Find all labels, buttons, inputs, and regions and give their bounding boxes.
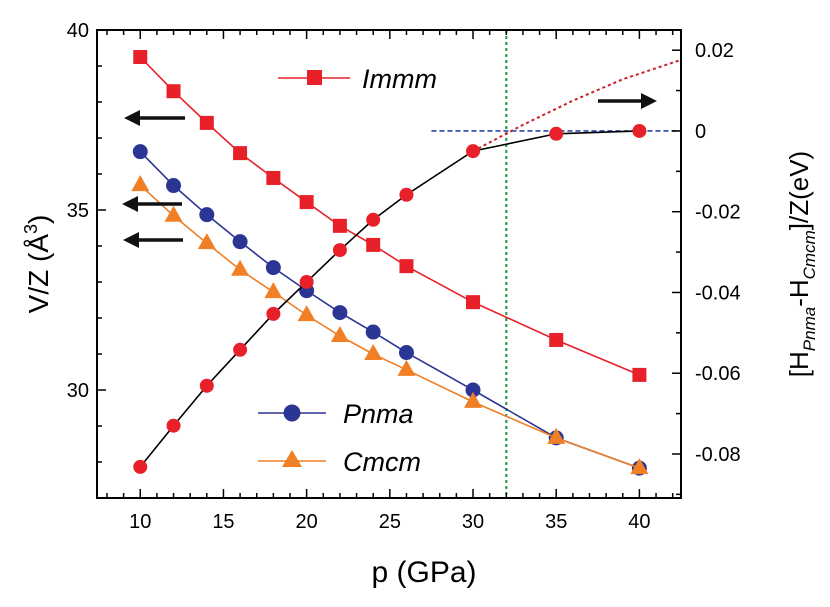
data-point-immm [399,259,414,274]
series-line-enthalpy-difference [139,130,640,468]
legend-entry-cmcm: Cmcm [258,447,421,477]
y-left-tick-label: 35 [67,200,89,222]
legend-entry-pnma: Pnma [258,399,414,429]
data-point-enthalpy-difference [332,243,347,258]
extrapolation-curve [472,58,682,153]
series-cmcm [131,175,649,475]
data-point-immm [466,295,481,310]
x-tick-label: 15 [212,511,234,533]
data-point-immm [199,115,214,130]
y-left-tick-label: 30 [67,380,89,402]
x-tick-label: 40 [628,511,650,533]
data-point-pnma [199,207,215,223]
y-right-tick-label: -0.04 [695,282,741,304]
x-tick-label: 10 [129,511,151,533]
data-point-pnma [132,144,148,160]
x-tick-label: 30 [462,511,484,533]
arrow-left-1 [124,110,185,126]
data-point-cmcm [197,233,216,250]
plot-frame [96,29,682,499]
data-point-cmcm [547,427,566,444]
data-point-pnma [166,178,182,194]
legend-label-cmcm: Cmcm [343,447,421,477]
data-point-cmcm [131,175,150,192]
axis-arrows [122,93,657,248]
data-point-enthalpy-difference [549,126,564,141]
data-point-enthalpy-difference [299,274,314,289]
data-point-enthalpy-difference [233,342,248,357]
data-point-cmcm [231,259,250,276]
data-point-pnma [265,260,281,276]
data-point-cmcm [630,458,649,475]
x-tick-label: 35 [545,511,567,533]
x-tick-label: 20 [296,511,318,533]
data-point-enthalpy-difference [266,306,281,321]
data-point-immm [549,332,564,347]
x-tick-label: 25 [379,511,401,533]
data-point-cmcm [364,344,383,360]
data-point-cmcm [297,305,316,322]
data-point-cmcm [330,326,349,342]
legend-entry-immm: Immm [278,64,437,94]
data-point-cmcm [397,359,416,376]
y-right-tick-label: 0 [695,121,706,143]
data-point-enthalpy-difference [399,187,414,202]
data-point-enthalpy-difference [366,212,381,227]
y-right-tick-label: 0.02 [695,40,734,62]
data-point-cmcm [464,391,483,408]
data-point-pnma [232,234,248,250]
data-point-immm [332,218,347,233]
axis-ticks: 10 15 20 25 30 35 40 30 35 40 0.02 0 -0.02 -0.04 -0.06… [67,20,741,533]
data-point-immm [299,195,314,210]
y-right-tick-label: -0.08 [695,444,741,466]
data-point-cmcm [264,282,283,299]
data-point-enthalpy-difference [166,418,181,433]
arrow-right [598,93,657,109]
data-point-pnma [398,345,414,361]
legend: Immm Pnma Cmcm [258,64,437,477]
legend-label-pnma: Pnma [343,399,414,429]
data-point-immm [166,84,181,99]
series-enthalpy-difference [133,123,647,474]
y-left-tick-label: 40 [67,20,89,42]
arrow-left-3 [123,232,183,248]
y-axis-right-label: [HPnma-HCmcm]/Z(eV) [784,151,819,377]
data-point-enthalpy-difference [199,378,214,393]
data-point-immm [632,367,647,382]
y-right-tick-label: -0.02 [695,202,741,224]
data-point-immm [366,237,381,252]
y-axis-left-label: V/Z (Å3) [21,215,54,314]
data-point-enthalpy-difference [632,123,647,138]
data-point-immm [133,50,148,64]
data-point-pnma [332,305,348,321]
data-point-pnma [365,324,381,340]
data-point-immm [233,146,248,161]
data-point-enthalpy-difference [466,144,481,159]
x-axis-label: p (GPa) [371,556,476,589]
legend-label-immm: Immm [362,64,437,94]
arrow-left-2 [122,196,182,212]
plot-marks [131,30,682,498]
series-line-cmcm [139,184,640,469]
data-point-immm [266,170,281,185]
series-pnma [132,144,647,476]
series-immm [133,50,647,382]
y-right-tick-label: -0.06 [695,363,741,385]
data-point-enthalpy-difference [133,459,148,474]
data-point-pnma [465,382,481,398]
data-point-cmcm [164,205,183,222]
